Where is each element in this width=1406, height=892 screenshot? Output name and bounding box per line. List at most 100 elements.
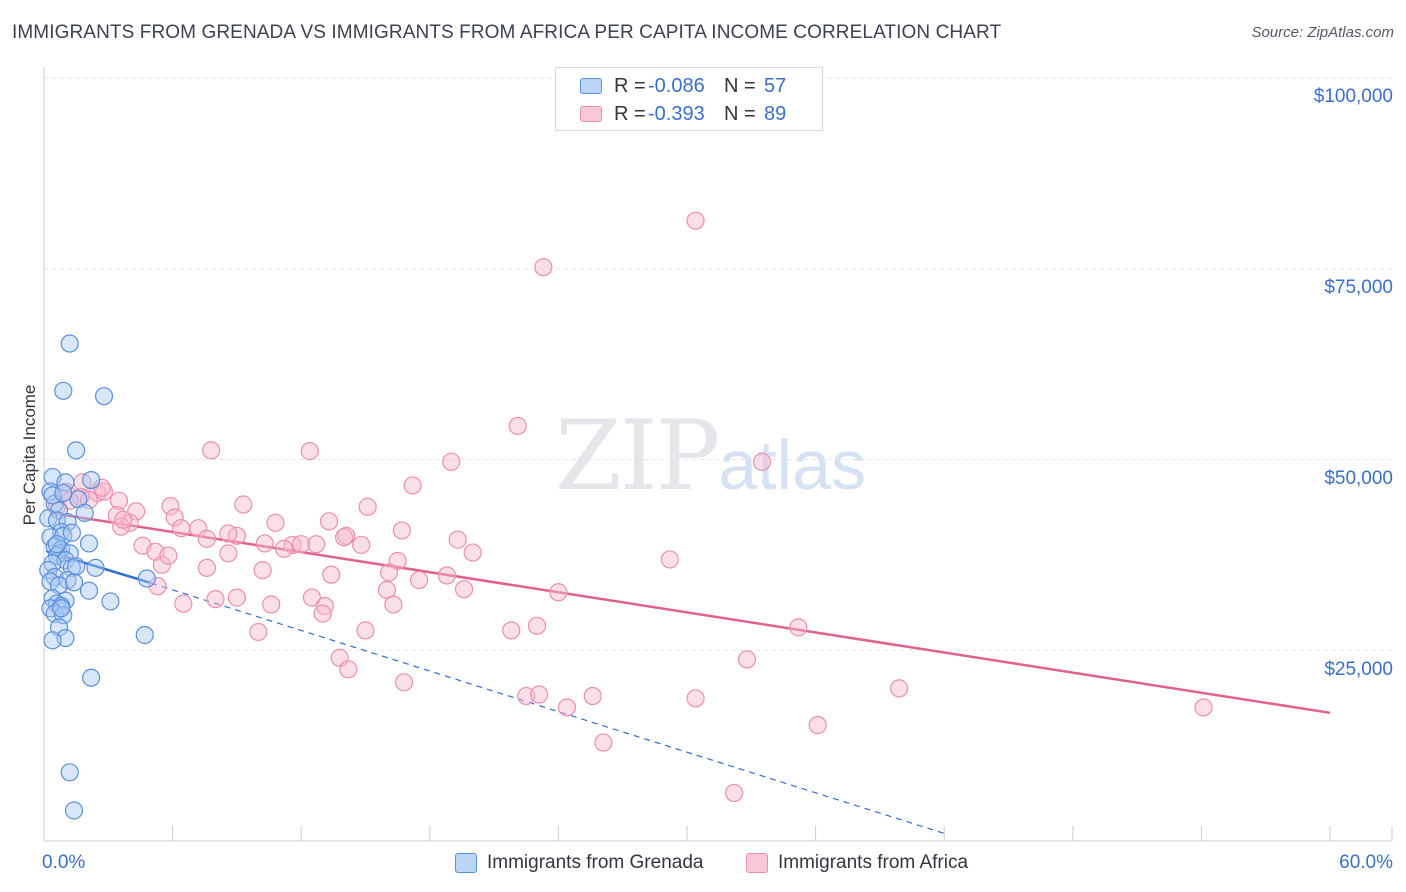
africa-point xyxy=(307,535,326,554)
grenada-point xyxy=(58,512,77,532)
points-africa xyxy=(47,211,1213,803)
grenada-point xyxy=(67,441,86,460)
grenada-point xyxy=(52,599,71,618)
legend-r-value-grenada: -0.086 xyxy=(648,74,705,97)
africa-point xyxy=(227,588,246,607)
africa-point xyxy=(394,673,414,692)
x-tick-label-min: 0.0% xyxy=(42,852,86,873)
grenada-point xyxy=(43,486,62,505)
africa-point xyxy=(114,510,133,529)
africa-point xyxy=(300,442,319,461)
africa-point xyxy=(549,583,568,602)
points-grenada xyxy=(39,334,156,820)
africa-point xyxy=(557,698,577,717)
africa-point xyxy=(530,685,549,704)
africa-point xyxy=(725,783,744,803)
africa-point xyxy=(534,258,553,277)
africa-point xyxy=(448,530,467,549)
africa-point xyxy=(292,535,311,554)
africa-point xyxy=(313,604,332,623)
grenada-point xyxy=(60,763,79,782)
africa-point xyxy=(253,561,272,580)
grenada-point xyxy=(101,592,120,611)
watermark: ZIPatlas xyxy=(555,400,866,512)
africa-point xyxy=(890,679,909,698)
africa-point xyxy=(358,497,377,516)
watermark-atlas: atlas xyxy=(718,426,867,504)
grenada-point xyxy=(137,569,156,588)
africa-point xyxy=(594,733,613,752)
grenada-point xyxy=(135,625,154,645)
africa-point xyxy=(172,519,191,538)
grenada-point xyxy=(43,631,62,650)
trendline-grenada-extrapolated xyxy=(150,582,945,834)
africa-point xyxy=(165,508,184,527)
legend-n-label: N = xyxy=(724,74,756,97)
africa-point xyxy=(174,594,193,613)
trendline-grenada-fit xyxy=(45,549,152,585)
legend-n-value-africa: 89 xyxy=(764,102,787,125)
grenada-point xyxy=(64,573,84,592)
legend-n-value-grenada: 57 xyxy=(764,74,787,97)
africa-point xyxy=(109,491,129,510)
africa-point xyxy=(527,616,547,635)
grenada-point xyxy=(64,801,84,820)
africa-point xyxy=(352,535,371,555)
africa-point xyxy=(255,534,274,553)
africa-point xyxy=(686,211,705,230)
grenada-point xyxy=(82,668,101,687)
africa-point xyxy=(409,570,429,590)
legend-row-africa: R = -0.393 N = 89 xyxy=(556,100,786,128)
grenada-point xyxy=(39,561,58,580)
y-tick-label-25000: $25,000 xyxy=(1324,659,1393,680)
bottom-legend-label-africa: Immigrants from Africa xyxy=(778,852,969,873)
africa-point xyxy=(159,546,178,565)
africa-point xyxy=(660,550,679,569)
legend-r-label: R = xyxy=(614,102,646,125)
chart-title: IMMIGRANTS FROM GRENADA VS IMMIGRANTS FR… xyxy=(12,22,1002,43)
africa-point xyxy=(206,590,225,609)
correlation-legend: R = -0.086 N = 57 R = -0.393 N = 89 xyxy=(555,67,823,131)
africa-point xyxy=(437,566,457,585)
bottom-legend-grenada: Immigrants from Grenada xyxy=(455,852,703,874)
grenada-point xyxy=(82,471,101,490)
y-tick-label-50000: $50,000 xyxy=(1324,468,1393,489)
africa-point xyxy=(737,650,757,669)
grenada-point xyxy=(60,334,79,353)
trendline-africa xyxy=(50,511,1331,715)
grenada-point xyxy=(75,503,94,523)
africa-point xyxy=(379,563,399,582)
legend-row-grenada: R = -0.086 N = 57 xyxy=(556,72,786,100)
africa-point xyxy=(249,622,268,642)
trendline-africa-fit xyxy=(50,511,1331,715)
grenada-point xyxy=(54,483,73,503)
africa-point xyxy=(152,555,171,574)
africa-point xyxy=(266,513,285,532)
grenada-point xyxy=(94,387,114,406)
africa-point xyxy=(789,618,808,637)
africa-point xyxy=(502,621,521,640)
africa-point xyxy=(752,452,772,471)
y-tick-label-100000: $100,000 xyxy=(1313,86,1393,107)
grenada-point xyxy=(79,581,99,600)
africa-point xyxy=(454,580,474,599)
grenada-point xyxy=(86,558,105,577)
bottom-legend-swatch-africa xyxy=(746,853,768,873)
africa-point xyxy=(463,543,482,562)
africa-point xyxy=(356,621,375,640)
legend-r-label: R = xyxy=(614,74,646,97)
africa-point xyxy=(686,689,705,708)
africa-point xyxy=(508,416,527,436)
africa-point xyxy=(262,595,281,614)
africa-point xyxy=(334,528,354,547)
grenada-point xyxy=(54,381,73,400)
africa-point xyxy=(322,565,341,584)
africa-point xyxy=(219,524,238,543)
africa-point xyxy=(442,452,461,471)
africa-point xyxy=(403,476,422,495)
africa-point xyxy=(197,558,216,577)
africa-point xyxy=(127,502,146,521)
africa-point xyxy=(197,529,216,548)
axes xyxy=(43,67,1393,842)
